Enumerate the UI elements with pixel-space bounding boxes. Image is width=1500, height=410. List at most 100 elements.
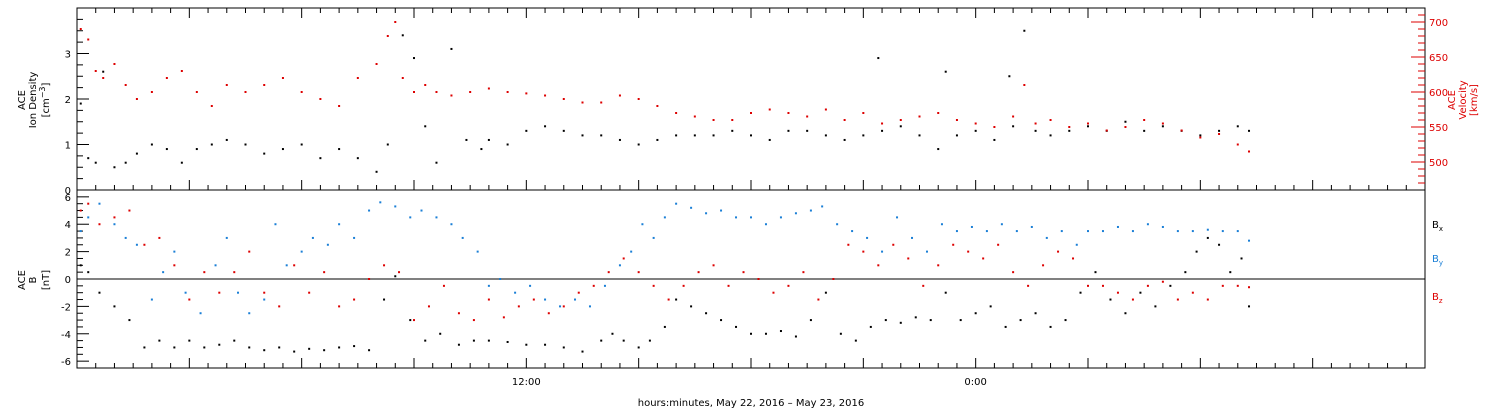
velocity-point [768,108,771,111]
bx-point [690,305,693,308]
bx-point [248,346,251,349]
density-point [225,138,228,141]
density-point [319,157,322,160]
velocity-point [881,122,884,125]
bx-point [637,346,640,349]
bx-point [794,335,797,338]
bz-point [502,316,505,319]
velocity-point [637,98,640,100]
bx-point [884,319,887,322]
velocity-point [338,105,341,107]
velocity-axis-unit: [km/s] [1469,84,1480,116]
by-point [652,236,655,239]
velocity-point [165,77,168,79]
bz-point [652,284,655,287]
bx-point [705,312,708,315]
bx-point [779,330,782,333]
bx-point [203,346,206,349]
velocity-point [955,119,958,121]
bz-point [128,209,131,212]
by-point [1116,225,1119,228]
bz-point [997,243,1000,246]
bz-point [877,264,880,267]
bx-point [188,339,191,342]
bx-point [173,346,176,349]
b-axis-ticks: -6 -4 -2 0 2 4 6 [61,193,89,368]
velocity-tick-label: 600 [1429,88,1448,99]
bx-point [720,319,723,322]
bx-point [308,347,311,350]
by-point [476,250,479,253]
density-point [401,34,404,37]
velocity-point [806,115,809,118]
bx-point [899,321,902,324]
velocity-point [135,98,138,100]
velocity-point [244,91,247,93]
by-point [1248,239,1251,242]
b-tick-label: 6 [65,193,71,204]
bz-point [368,278,371,280]
bx-point [562,346,565,349]
by-point [559,305,562,308]
bz-point [907,257,910,260]
velocity-point [281,77,284,79]
bz-point [188,298,191,301]
velocity-point [562,98,565,100]
bx-point [506,340,509,343]
bx-point [424,339,427,342]
bx-point [338,346,341,349]
velocity-point [394,21,397,23]
density-point [993,138,996,141]
bx-point [974,312,977,315]
by-point [1131,230,1134,233]
by-point [1015,230,1018,233]
velocity-point [843,119,846,121]
by-point [113,223,116,226]
bz-point [173,264,176,267]
density-point [165,148,168,151]
bz-point [457,312,460,315]
bx-point [1139,291,1142,294]
density-tick-label: 1 [65,141,71,152]
velocity-point [1248,150,1251,153]
density-point [806,129,809,132]
bz-point [667,298,670,301]
velocity-point [693,115,696,118]
density-unit-close: ] [41,82,52,86]
velocity-point [937,112,940,114]
bz-point [338,305,341,308]
by-point [248,312,251,315]
by-point [98,202,101,205]
density-point [937,148,940,151]
by-point [300,250,303,253]
bx-point [1004,325,1007,328]
density-point [693,134,696,137]
legend-by-sub: y [1439,259,1443,267]
bx-point [929,319,932,322]
bz-point [248,250,251,253]
velocity-point [974,122,977,125]
density-point [1034,129,1037,132]
density-point [424,125,427,128]
density-point [124,161,127,164]
bz-point [233,271,236,274]
density-point [150,143,153,146]
bz-point [98,223,101,226]
density-point [244,143,247,146]
bx-point [622,339,625,342]
bx-point [611,332,614,335]
velocity-point [150,91,153,93]
velocity-point [124,84,127,86]
legend-bx: Bx [1432,220,1443,233]
bz-point [967,250,970,253]
bx-point [1094,271,1097,274]
by-point [955,230,958,233]
bx-point [143,346,146,349]
density-axis-ticks: 0 1 2 3 [65,7,89,197]
density-point [1218,129,1221,132]
bz-point [727,284,730,287]
density-point [210,143,213,146]
by-point [162,271,165,274]
bx-point [750,332,752,335]
by-point [338,223,341,226]
